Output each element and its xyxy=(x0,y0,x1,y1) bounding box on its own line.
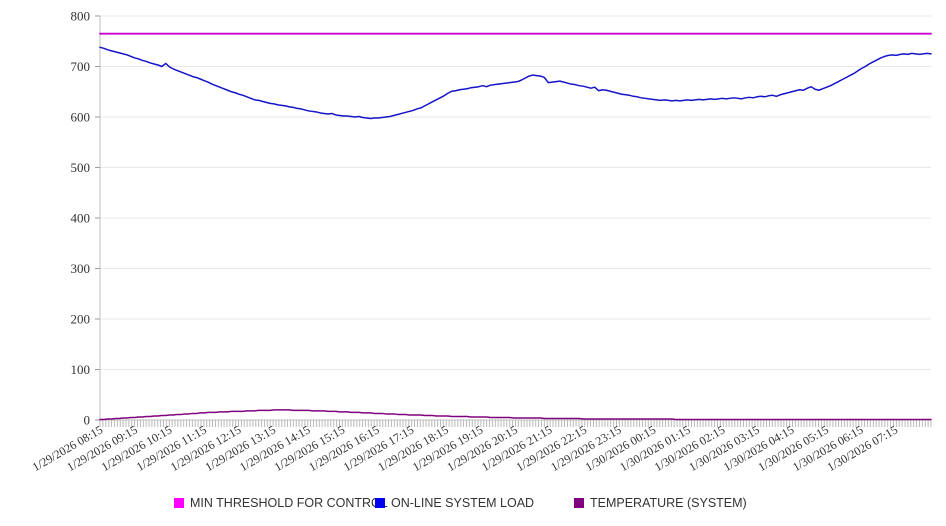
chart-legend: MIN THRESHOLD FOR CONTROL ON-LINE SYSTEM … xyxy=(174,496,747,510)
y-tick-label: 600 xyxy=(71,110,91,125)
series-group xyxy=(99,32,932,421)
y-tick-label: 200 xyxy=(71,312,91,327)
series-line-2 xyxy=(99,409,932,421)
legend-item[interactable]: MIN THRESHOLD FOR CONTROL xyxy=(174,496,388,510)
y-tick-label: 800 xyxy=(71,9,91,24)
y-axis-group: 0 100 200 300 400 500 600 700 800 xyxy=(71,9,100,428)
y-tick-label: 700 xyxy=(71,59,91,74)
y-tick-label: 300 xyxy=(71,261,91,276)
legend-label: ON-LINE SYSTEM LOAD xyxy=(391,496,534,510)
y-tick-label: 100 xyxy=(71,362,91,377)
y-tick-label: 500 xyxy=(71,160,91,175)
legend-label: MIN THRESHOLD FOR CONTROL xyxy=(190,496,388,510)
legend-swatch xyxy=(574,498,584,508)
gridlines-group xyxy=(100,15,931,370)
y-tick-label: 0 xyxy=(84,413,91,428)
series-line-1 xyxy=(99,46,932,120)
legend-item[interactable]: TEMPERATURE (SYSTEM) xyxy=(574,496,747,510)
legend-swatch xyxy=(174,498,184,508)
y-tick-label: 400 xyxy=(71,211,91,226)
legend-swatch xyxy=(375,498,385,508)
legend-label: TEMPERATURE (SYSTEM) xyxy=(590,496,747,510)
x-minor-ticks-group xyxy=(99,420,932,427)
legend-item[interactable]: ON-LINE SYSTEM LOAD xyxy=(375,496,534,510)
